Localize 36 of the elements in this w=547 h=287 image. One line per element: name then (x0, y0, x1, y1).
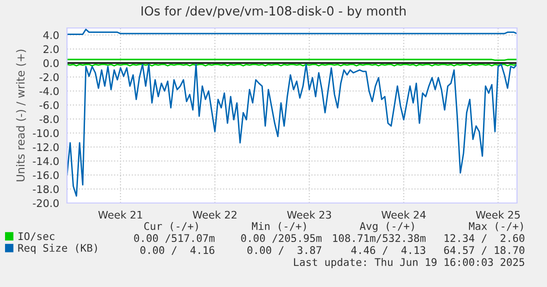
x-tick-label: Week 23 (287, 210, 332, 219)
text: 0.00 / 3.87 (247, 246, 322, 255)
text: 0.00 /517.07m (134, 234, 215, 243)
y-tick-label: -14.0 (32, 157, 59, 166)
chart-title: IOs for /dev/pve/vm-108-disk-0 - by month (142, 6, 406, 18)
text: 4.46 / 4.13 (351, 246, 426, 255)
y-tick-label: -16.0 (32, 171, 59, 180)
y-tick-label: 0.0 (43, 59, 59, 68)
line-series (67, 64, 517, 197)
text: 108.71m/532.38m (333, 234, 426, 243)
y-tick-label: -18.0 (32, 185, 59, 194)
text: Avg (-/+) (360, 222, 414, 232)
text: 64.57 / 18.70 (444, 246, 524, 255)
legend-label: Req Size (KB) (18, 244, 97, 254)
y-tick-label: -12.0 (32, 143, 59, 152)
text: 12.34 / 2.60 (444, 234, 524, 243)
y-tick-label: -10.0 (32, 129, 59, 138)
text: Cur (-/+) (144, 222, 198, 232)
legend-label: IO/sec (18, 232, 54, 241)
text: 0.00 /205.95m (241, 234, 322, 243)
x-tick-label: Week 25 (476, 210, 520, 219)
x-tick-label: Week 24 (382, 210, 426, 219)
y-tick-label: -8.0 (40, 115, 59, 124)
y-tick-label: -4.0 (40, 87, 59, 96)
text: Max (-/+) (468, 222, 523, 232)
x-tick-label: Week 21 (98, 210, 142, 219)
y-tick-label: -20.0 (32, 199, 59, 208)
text: Min (-/+) (252, 222, 306, 232)
y-tick-label: -2.0 (40, 73, 59, 82)
y-tick-label: 2.0 (44, 45, 59, 54)
text: Last update: Thu Jun 19 16:00:03 2025 (294, 258, 524, 268)
x-tick-label: Week 22 (192, 210, 236, 219)
y-tick-label: -6.0 (40, 101, 59, 110)
y-tick-label: 4.0 (43, 31, 59, 40)
text: 0.00 / 4.16 (140, 246, 214, 255)
y-axis-title: Units read (-) / write (+) (16, 50, 26, 182)
